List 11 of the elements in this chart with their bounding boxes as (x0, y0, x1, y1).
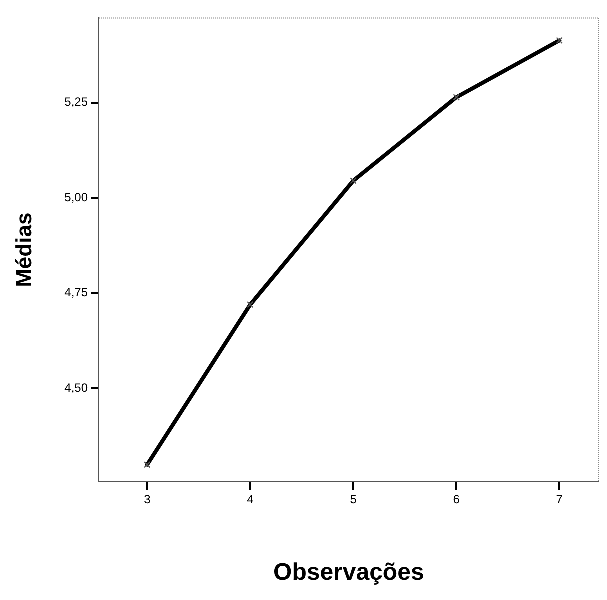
y-tick-label: 5,25 (64, 95, 88, 110)
x-tick-label: 5 (350, 492, 358, 507)
y-tick-label: 5,00 (64, 190, 88, 204)
x-axis-title: Observações (274, 559, 424, 586)
x-tick-label: 7 (556, 492, 564, 507)
x-tick-label: 3 (144, 492, 152, 507)
x-tick-label: 6 (453, 492, 460, 507)
x-tick-label: 4 (247, 492, 254, 507)
y-axis-title: Médias (11, 212, 36, 288)
y-tick-label: 4,75 (64, 286, 88, 300)
y-tick-label: 4,50 (64, 380, 88, 395)
